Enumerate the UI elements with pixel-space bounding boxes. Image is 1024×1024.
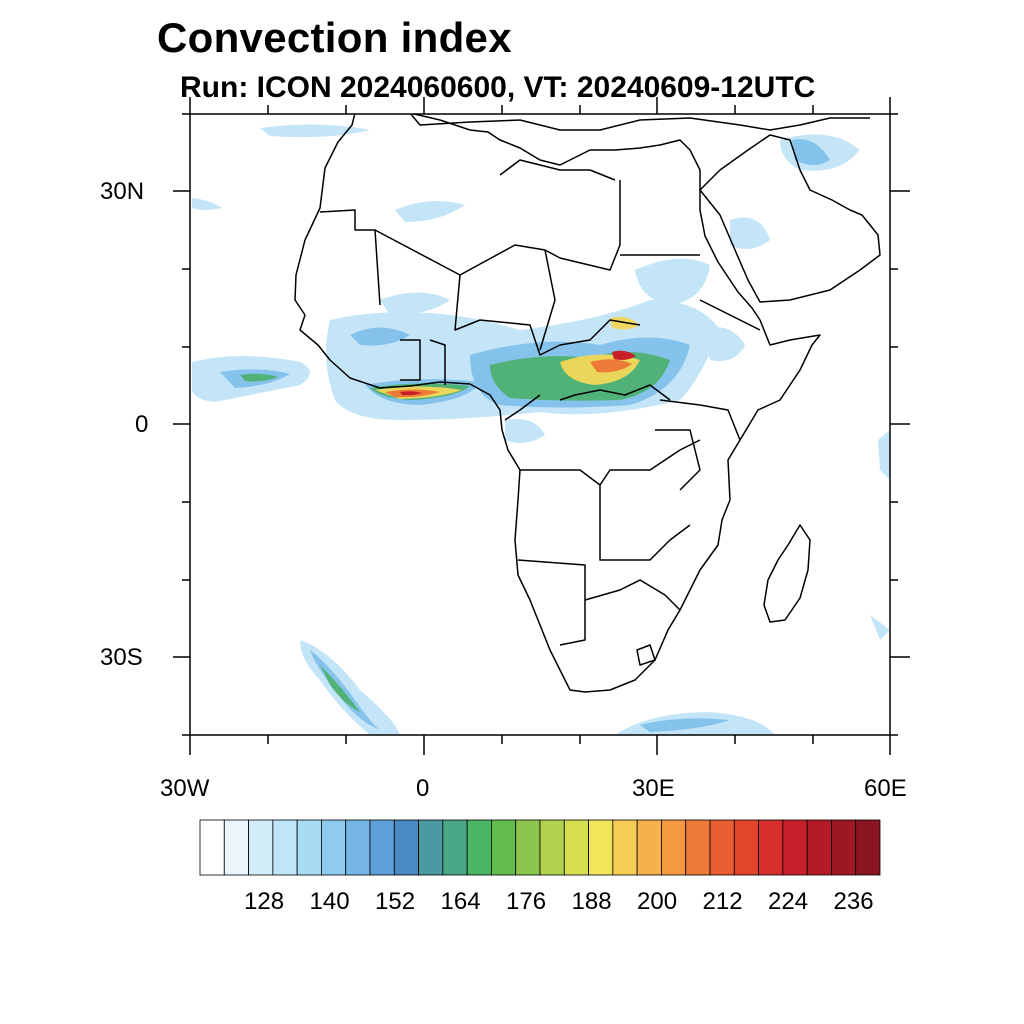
- lon-tick-label-0: 0: [416, 775, 430, 802]
- coastlines-and-borders: [294, 114, 881, 693]
- colorbar-label: 236: [833, 888, 874, 915]
- colorbar-swatch: [563, 819, 589, 876]
- colorbar: [199, 819, 881, 876]
- colorbar-label: 188: [571, 888, 612, 915]
- lon-tick-label-30e: 30E: [632, 775, 675, 802]
- colorbar-label: 176: [506, 888, 547, 915]
- colorbar-swatch: [248, 819, 274, 876]
- colorbar-label: 128: [244, 888, 285, 915]
- lat-tick-label-0: 0: [135, 411, 149, 438]
- colorbar-swatch: [272, 819, 298, 876]
- axis-ticks: [173, 97, 910, 755]
- map-frame: [189, 113, 891, 736]
- colorbar-swatch: [758, 819, 784, 876]
- colorbar-swatch: [806, 819, 832, 876]
- colorbar-swatch: [321, 819, 347, 876]
- colorbar-label: 152: [375, 888, 416, 915]
- colorbar-label: 212: [702, 888, 743, 915]
- colorbar-swatch: [393, 819, 419, 876]
- colorbar-swatch: [199, 819, 225, 876]
- colorbar-swatch: [466, 819, 492, 876]
- colorbar-swatch: [223, 819, 249, 876]
- colorbar-swatch: [636, 819, 662, 876]
- colorbar-label: 224: [768, 888, 809, 915]
- convection-field: [192, 124, 890, 735]
- colorbar-swatch: [588, 819, 614, 876]
- colorbar-swatch: [612, 819, 638, 876]
- colorbar-swatch: [782, 819, 808, 876]
- lat-tick-label-30s: 30S: [100, 644, 143, 671]
- colorbar-swatch: [855, 819, 881, 876]
- colorbar-swatch: [661, 819, 687, 876]
- colorbar-swatch: [733, 819, 759, 876]
- map-subtitle: Run: ICON 2024060600, VT: 20240609-12UTC: [180, 71, 816, 104]
- colorbar-swatch: [345, 819, 371, 876]
- map-title: Convection index: [157, 14, 512, 61]
- colorbar-swatch: [831, 819, 857, 876]
- colorbar-swatch: [442, 819, 468, 876]
- colorbar-swatch: [709, 819, 735, 876]
- lon-tick-label-30w: 30W: [160, 775, 210, 802]
- colorbar-swatch: [369, 819, 395, 876]
- colorbar-swatch: [539, 819, 565, 876]
- lon-tick-label-60e: 60E: [864, 775, 907, 802]
- colorbar-swatch: [491, 819, 517, 876]
- colorbar-swatch: [296, 819, 322, 876]
- lat-tick-label-30n: 30N: [100, 178, 145, 205]
- colorbar-swatch: [418, 819, 444, 876]
- colorbar-swatch: [685, 819, 711, 876]
- colorbar-label: 140: [309, 888, 350, 915]
- colorbar-label: 200: [637, 888, 678, 915]
- colorbar-label: 164: [440, 888, 481, 915]
- colorbar-swatch: [515, 819, 541, 876]
